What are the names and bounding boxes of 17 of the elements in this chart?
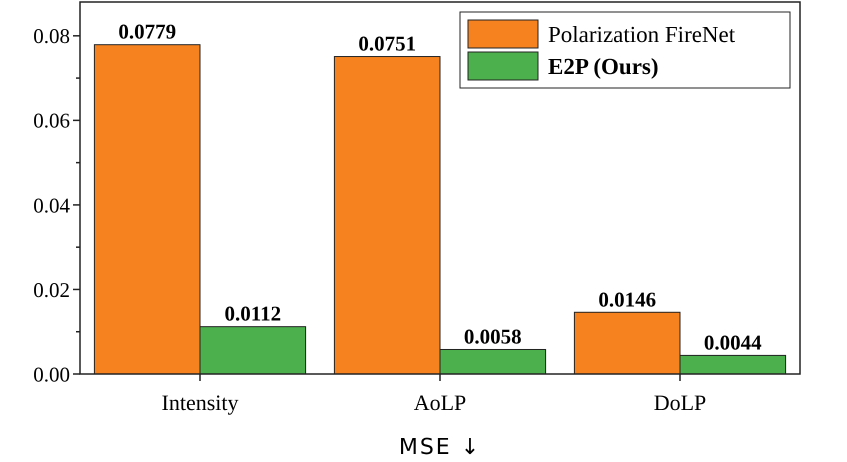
data-label: 0.0146 [598, 287, 656, 312]
data-label: 0.0112 [224, 302, 282, 326]
legend-label: Polarization FireNet [548, 22, 736, 48]
data-label: 0.0044 [704, 330, 762, 354]
x-tick-label: AoLP [414, 390, 466, 415]
x-tick-label: Intensity [162, 390, 238, 415]
y-tick-label: 0.00 [33, 362, 70, 386]
legend-label: E2P (Ours) [548, 54, 659, 80]
y-tick-label: 0.04 [33, 193, 70, 218]
y-tick-label: 0.02 [33, 278, 70, 302]
y-tick-label: 0.08 [33, 24, 70, 48]
data-label: 0.0058 [464, 324, 522, 348]
x-tick-label: DoLP [654, 390, 706, 415]
data-label: 0.0751 [358, 32, 416, 56]
y-tick-label: 0.06 [33, 108, 70, 133]
x-axis-title: MSE ↓ [398, 435, 482, 460]
data-label: 0.0779 [118, 20, 176, 44]
